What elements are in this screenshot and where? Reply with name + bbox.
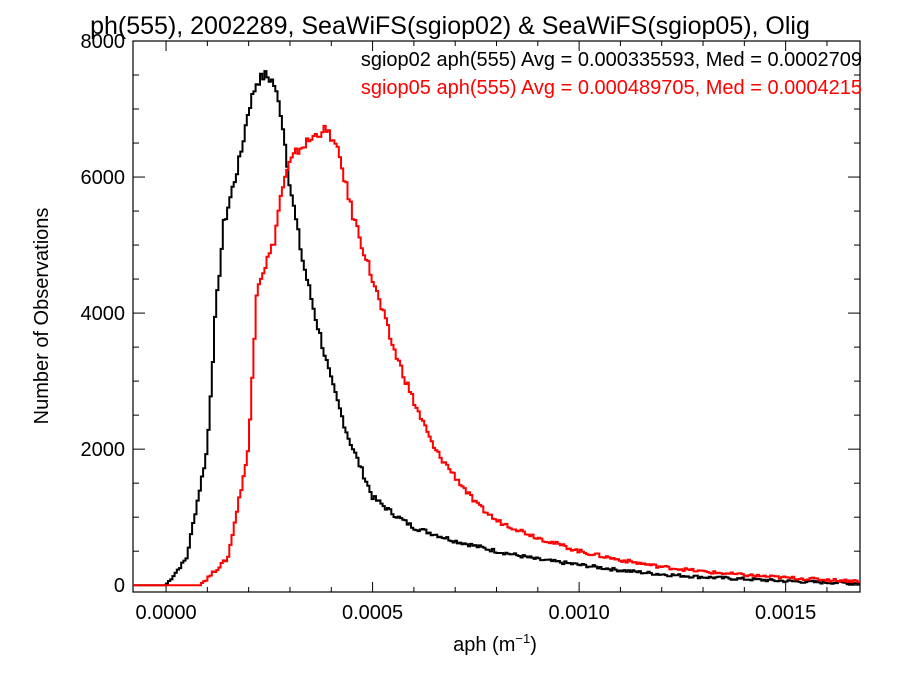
x-tick-label: 0.0000	[135, 602, 196, 624]
legend-entry-sgiop02: sgiop02 aph(555) Avg = 0.000335593, Med …	[361, 49, 862, 71]
x-tick-label: 0.0005	[342, 602, 403, 624]
x-tick-label: 0.0015	[755, 602, 816, 624]
x-axis-title: aph (m−1)	[453, 631, 537, 656]
y-tick-label: 2000	[81, 439, 126, 461]
y-tick-label: 8000	[81, 31, 126, 53]
plot-frame	[132, 40, 861, 593]
legend-entry-sgiop05: sgiop05 aph(555) Avg = 0.000489705, Med …	[361, 77, 862, 99]
x-axis-title-main: aph (m	[453, 634, 515, 656]
x-tick-label: 0.0010	[549, 602, 610, 624]
y-tick-label: 0	[114, 575, 125, 597]
x-axis-title-end: )	[530, 634, 537, 656]
y-tick-label: 4000	[81, 303, 126, 325]
series-line-0	[133, 70, 860, 587]
x-axis-title-superscript: −1	[515, 631, 530, 646]
axis-ticks	[133, 40, 860, 592]
chart-title: ph(555), 2002289, SeaWiFS(sgiop02) & Sea…	[90, 12, 810, 40]
y-axis-title: Number of Observations	[31, 208, 53, 425]
series-line-1	[133, 124, 860, 587]
y-tick-label: 6000	[81, 167, 126, 189]
series-layer	[133, 70, 860, 587]
tick-labels: 0.0000 0.0005 0.0010 0.0015 0 2000 4000 6000 800…	[81, 31, 817, 624]
